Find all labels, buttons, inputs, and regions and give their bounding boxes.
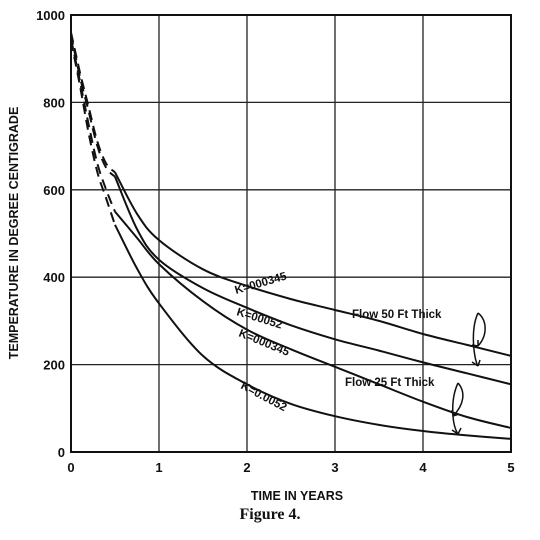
x-tick-label: 5 bbox=[507, 460, 514, 475]
y-tick-label: 400 bbox=[43, 270, 65, 285]
chart-series bbox=[70, 32, 512, 440]
x-tick-label: 1 bbox=[155, 460, 162, 475]
x-tick-label: 4 bbox=[419, 460, 427, 475]
series-line bbox=[114, 210, 512, 429]
figure-caption: Figure 4. bbox=[239, 506, 301, 523]
chart-axes bbox=[70, 14, 512, 453]
x-tick-label: 2 bbox=[243, 460, 250, 475]
x-axis-label: TIME IN YEARS bbox=[251, 489, 343, 503]
y-tick-label: 0 bbox=[58, 445, 65, 460]
plot-frame bbox=[70, 14, 512, 453]
annotation-flow-50ft: Flow 50 Ft Thick bbox=[352, 309, 442, 321]
bracket-flow-25ft bbox=[451, 382, 464, 435]
y-tick-label: 600 bbox=[43, 183, 65, 198]
series-line bbox=[114, 224, 512, 440]
chart-ticks: 0 1 2 3 4 5 0 200 400 600 800 1000 bbox=[36, 8, 515, 475]
series-line-dashed bbox=[70, 40, 116, 226]
x-tick-label: 0 bbox=[67, 460, 74, 475]
curve-label-25ft-k00052: K=0.0052 bbox=[239, 380, 289, 414]
y-tick-label: 1000 bbox=[36, 8, 65, 23]
curve-label-50ft-k000345: K=000345 bbox=[234, 270, 289, 296]
y-tick-label: 800 bbox=[43, 95, 65, 110]
series-line bbox=[114, 176, 512, 386]
y-axis-label: TEMPERATURE IN DEGREE CENTIGRADE bbox=[7, 107, 21, 360]
x-tick-label: 3 bbox=[331, 460, 338, 475]
curve-label-25ft-k000345: K=000345 bbox=[237, 328, 292, 359]
series-line bbox=[114, 171, 512, 357]
bracket-flow-50ft bbox=[471, 312, 486, 367]
chart-grid bbox=[70, 14, 512, 453]
annotation-flow-25ft: Flow 25 Ft Thick bbox=[345, 377, 435, 389]
y-tick-label: 200 bbox=[43, 358, 65, 373]
